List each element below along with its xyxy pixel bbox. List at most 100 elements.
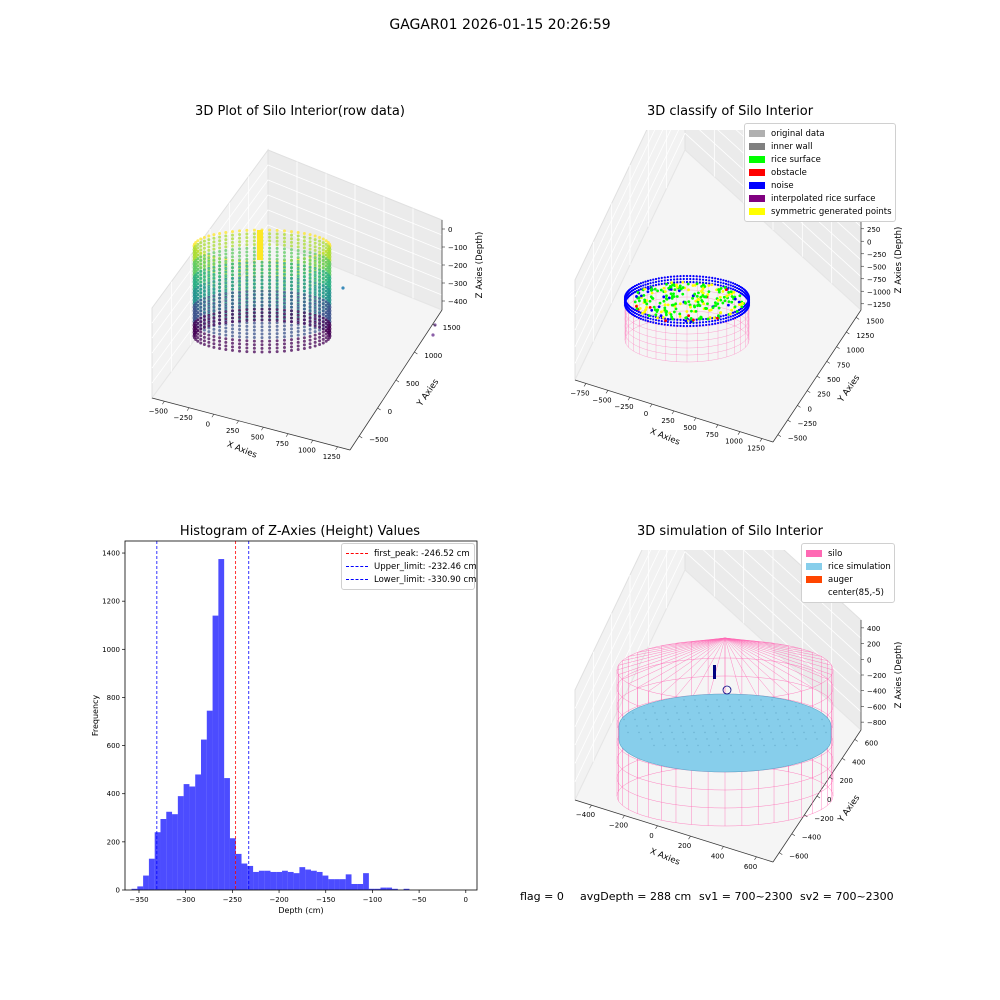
raw-ztick-label: −200	[448, 262, 467, 270]
sim-xtick-mark	[688, 836, 691, 840]
sim-x-axis-line	[574, 799, 774, 863]
sim-xtick-mark	[721, 846, 724, 850]
cls-ztick-label: −1250	[867, 301, 891, 309]
cls-legend-label: inner wall	[771, 141, 813, 152]
sv1-text: sv1 = 700~2300	[699, 890, 793, 903]
histogram-bar	[264, 870, 271, 890]
sim-legend-item: auger	[806, 573, 890, 586]
histogram-ytick-label: 400	[107, 790, 120, 798]
cls-legend-label: symmetric generated points	[771, 206, 892, 217]
histogram-bar	[183, 784, 190, 890]
histogram-ytick-label: 1400	[102, 550, 120, 558]
sim-ytick-mark	[854, 739, 858, 742]
cls-xtick-mark	[649, 403, 653, 408]
cls-legend-item: original data	[749, 127, 891, 140]
histogram-x-axis-label: Depth (cm)	[278, 906, 323, 915]
cls-ztick-label: 250	[867, 226, 880, 234]
cls-ztick-label: −750	[867, 276, 886, 284]
cls-ytick-mark	[777, 434, 782, 437]
sim-legend-label: rice simulation	[828, 561, 891, 572]
sim-xtick-mark	[754, 856, 757, 860]
sim-ztick-label: 0	[867, 656, 871, 664]
histogram-bar	[154, 832, 161, 890]
cls-legend-swatch	[749, 195, 765, 202]
raw-ytick-mark	[395, 379, 400, 383]
raw-outlier-point	[341, 286, 345, 290]
cls-xtick-label: −250	[614, 403, 633, 411]
cls-ytick-label: 1000	[847, 347, 865, 355]
cls-xtick-label: −750	[570, 389, 589, 397]
cls-ytick-mark	[846, 331, 850, 335]
histogram-bar	[299, 867, 306, 890]
raw-xtick-mark	[236, 420, 239, 424]
raw-ztick-label: −400	[448, 298, 467, 306]
raw-ytick-label: 500	[406, 380, 419, 388]
cls-legend-label: rice surface	[771, 154, 821, 165]
sim-legend-label: center(85,-5)	[828, 587, 884, 598]
cls-xtick-mark	[605, 390, 609, 394]
cls-legend-label: noise	[771, 180, 794, 191]
sim-x-axis-label: X Axies	[648, 847, 681, 868]
histogram-bar	[305, 869, 311, 890]
histogram-bar	[195, 774, 202, 890]
histogram-bar	[212, 615, 219, 890]
histogram-ytick-label: 600	[107, 742, 120, 750]
sim-ytick-mark	[779, 852, 783, 855]
histogram-bar	[253, 871, 259, 890]
sim-legend-item: silo	[806, 547, 890, 560]
histogram-bar	[386, 887, 393, 890]
cls-legend-item: rice surface	[749, 153, 891, 166]
histogram-legend: first_peak: -246.52 cm Upper_limit: -232.…	[341, 543, 477, 590]
sim-ytick-label: −400	[802, 834, 821, 842]
sim-ytick-label: 0	[827, 796, 831, 804]
cls-xtick-mark	[627, 397, 631, 401]
histogram-bar	[282, 870, 288, 890]
histogram-bar	[276, 871, 283, 890]
cls-ytick-mark	[836, 346, 840, 349]
raw-xtick-label: 1000	[298, 446, 316, 454]
histogram-bar	[131, 888, 138, 890]
histogram-bar	[206, 710, 213, 890]
histogram-xtick-label: −200	[269, 896, 288, 904]
histogram-bar	[201, 739, 207, 890]
sim-ytick-label: 200	[840, 777, 853, 785]
sim-ztick-label: −600	[867, 703, 886, 711]
histogram-bar	[328, 879, 335, 890]
raw-ytick-label: 0	[388, 408, 392, 416]
raw-xtick-label: −500	[149, 407, 168, 415]
histogram-bar	[310, 870, 317, 890]
cls-ztick-label: −500	[867, 263, 886, 271]
cls-legend-swatch	[749, 169, 765, 176]
histogram-bar	[403, 888, 410, 890]
histogram-bar	[160, 818, 167, 890]
cls-ytick-mark	[826, 361, 830, 364]
cls-xtick-label: 1250	[747, 445, 765, 453]
histogram-ytick-label: 800	[107, 694, 120, 702]
avg-depth-text: avgDepth = 288 cm	[580, 890, 692, 903]
simulation-plot-title: 3D simulation of Silo Interior	[637, 524, 823, 539]
cls-ztick-label: −250	[867, 251, 886, 259]
figure-title: GAGAR01 2026-01-15 20:26:59	[389, 17, 611, 33]
raw-ztick-label: −100	[448, 244, 467, 252]
cls-ztick-label: −1000	[867, 288, 891, 296]
cls-ytick-mark	[787, 419, 791, 423]
raw-outlier-point	[431, 333, 435, 337]
classify-plot-title: 3D classify of Silo Interior	[646, 104, 814, 119]
sim-ytick-mark	[816, 795, 821, 799]
histogram-xtick-label: −350	[129, 896, 148, 904]
histogram-bar	[143, 875, 149, 890]
histogram-bar	[172, 814, 178, 890]
raw-plot-title: 3D Plot of Silo Interior(row data)	[195, 104, 405, 119]
raw-point-cloud	[192, 228, 332, 354]
sim-ytick-mark	[829, 776, 833, 780]
cls-legend-item: obstacle	[749, 166, 891, 179]
sim-ytick-mark	[791, 833, 796, 836]
raw-auger-spike	[257, 230, 263, 260]
histogram-title: Histogram of Z-Axies (Height) Values	[179, 524, 421, 539]
histogram-bar	[374, 888, 381, 890]
histogram-bar	[293, 873, 300, 890]
histogram-xtick-label: −150	[316, 896, 335, 904]
histogram-bar	[316, 871, 323, 890]
cls-xtick-label: 0	[644, 410, 648, 418]
raw-x-axis-label: X Axies	[225, 440, 258, 461]
